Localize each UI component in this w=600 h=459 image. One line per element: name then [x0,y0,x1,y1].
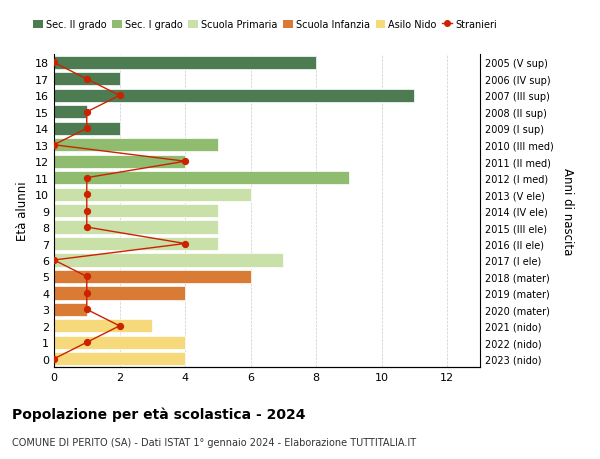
Y-axis label: Età alunni: Età alunni [16,181,29,241]
Bar [54,287,185,300]
Bar [54,90,415,103]
Bar [54,254,283,267]
Point [82,339,92,346]
Bar [54,221,218,234]
Point [82,76,92,84]
Legend: Sec. II grado, Sec. I grado, Scuola Primaria, Scuola Infanzia, Asilo Nido, Stran: Sec. II grado, Sec. I grado, Scuola Prim… [29,16,500,34]
Point [82,125,92,133]
Point [180,158,190,166]
Point [82,191,92,198]
Bar [54,123,119,135]
Point [49,257,59,264]
Point [115,92,124,100]
Bar [54,155,185,168]
Point [82,224,92,231]
Point [82,109,92,116]
Bar [54,57,316,70]
Bar [54,73,119,86]
Bar [54,205,218,218]
Point [82,290,92,297]
Bar [54,353,185,365]
Point [82,306,92,313]
Bar [54,172,349,185]
Bar [54,319,152,333]
Point [82,174,92,182]
Point [82,207,92,215]
Bar [54,237,218,251]
Point [180,241,190,248]
Point [49,60,59,67]
Bar [54,106,87,119]
Point [82,273,92,280]
Bar [54,188,251,202]
Text: Popolazione per età scolastica - 2024: Popolazione per età scolastica - 2024 [12,406,305,421]
Point [115,323,124,330]
Point [49,355,59,363]
Y-axis label: Anni di nascita: Anni di nascita [560,168,574,255]
Bar [54,270,251,283]
Point [49,142,59,149]
Bar [54,139,218,152]
Text: COMUNE DI PERITO (SA) - Dati ISTAT 1° gennaio 2024 - Elaborazione TUTTITALIA.IT: COMUNE DI PERITO (SA) - Dati ISTAT 1° ge… [12,437,416,447]
Bar [54,303,87,316]
Bar [54,336,185,349]
